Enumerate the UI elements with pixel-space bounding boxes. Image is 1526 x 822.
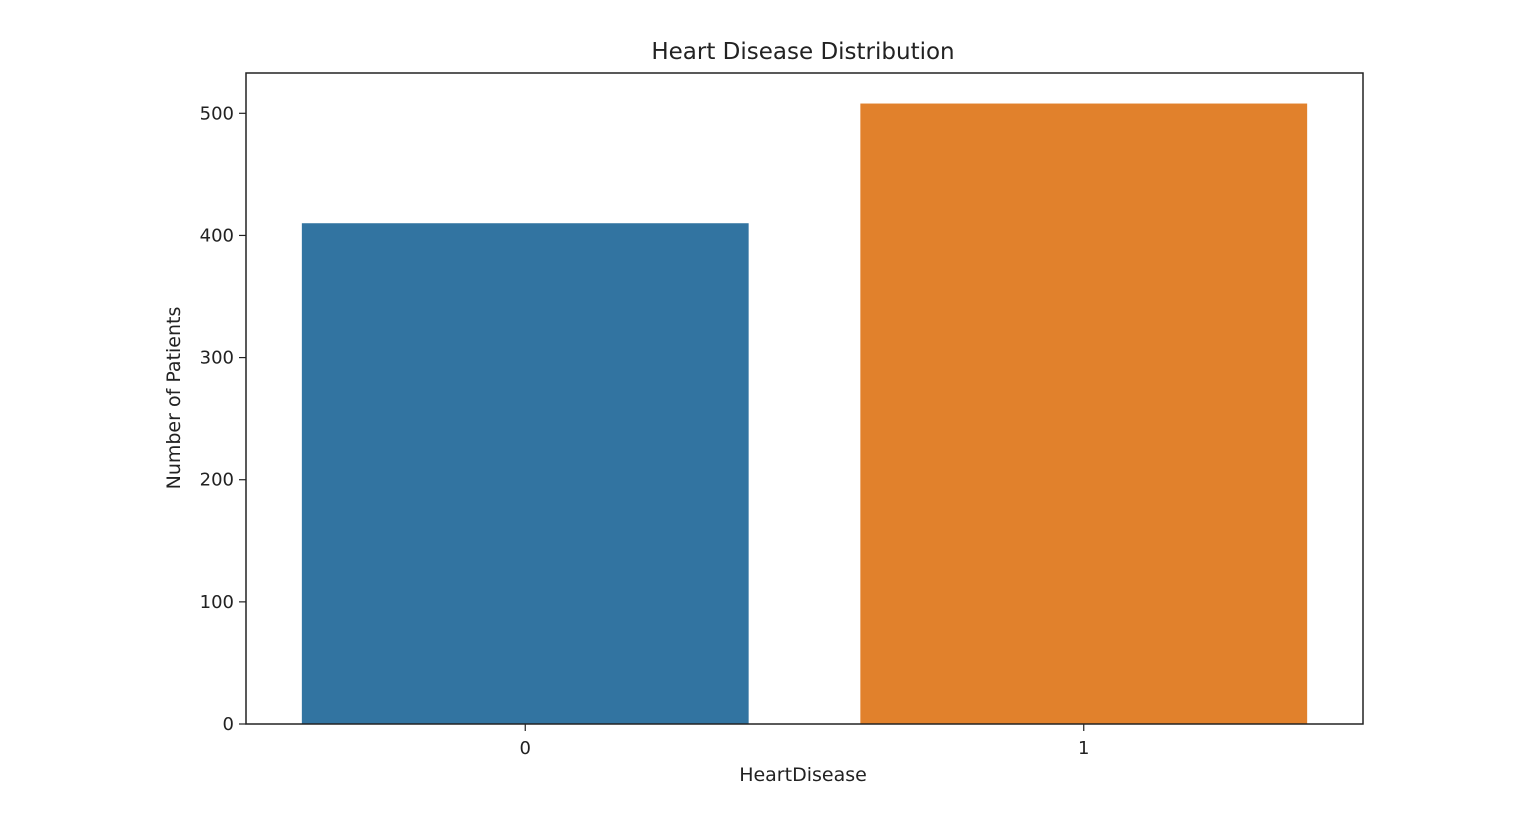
y-tick-label: 200 xyxy=(200,470,234,491)
x-axis-label: HeartDisease xyxy=(739,764,867,786)
x-tick-label: 0 xyxy=(520,738,531,759)
bar-1 xyxy=(860,103,1308,724)
y-tick-label: 400 xyxy=(200,225,234,246)
y-axis-ticks: 0 100 200 300 400 500 xyxy=(200,103,246,735)
y-axis-label: Number of Patients xyxy=(163,307,185,490)
y-tick-label: 300 xyxy=(200,348,234,369)
bar-0 xyxy=(301,223,749,724)
plot-frame xyxy=(245,72,1364,725)
y-tick-label: 500 xyxy=(200,103,234,124)
chart-title: Heart Disease Distribution xyxy=(651,39,954,65)
y-tick-label: 0 xyxy=(223,714,234,735)
y-tick-label: 100 xyxy=(200,592,234,613)
bars-group xyxy=(301,103,1308,724)
x-tick-label: 1 xyxy=(1078,738,1089,759)
